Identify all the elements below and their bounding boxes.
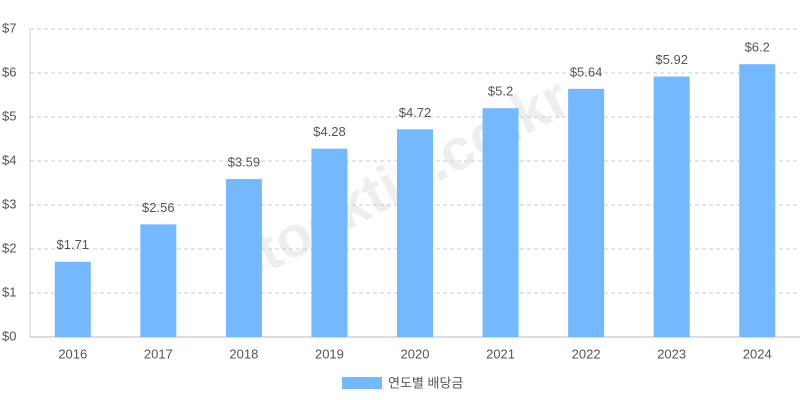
- data-label: $1.71: [57, 237, 90, 252]
- y-tick-label: $3: [2, 196, 16, 211]
- x-tick-label: 2020: [401, 346, 430, 361]
- y-tick-label: $5: [2, 108, 16, 123]
- bar: [739, 64, 776, 337]
- bar: [653, 76, 690, 338]
- x-tick-label: 2021: [486, 346, 515, 361]
- y-tick-label: $0: [2, 328, 16, 343]
- bar: [482, 108, 519, 337]
- legend-swatch: [342, 377, 382, 389]
- x-tick-label: 2023: [657, 346, 686, 361]
- x-tick-label: 2022: [572, 346, 601, 361]
- data-label: $4.28: [313, 124, 346, 139]
- y-tick-label: $6: [2, 64, 16, 79]
- y-tick-label: $4: [2, 152, 16, 167]
- bar: [54, 261, 91, 337]
- bar: [311, 148, 348, 337]
- x-tick-label: 2019: [315, 346, 344, 361]
- data-label: $6.2: [745, 40, 770, 55]
- y-tick-label: $2: [2, 240, 16, 255]
- x-tick-label: 2018: [229, 346, 258, 361]
- data-label: $5.2: [488, 84, 513, 99]
- x-tick-label: 2016: [58, 346, 87, 361]
- x-tick-label: 2017: [144, 346, 173, 361]
- bar: [397, 129, 433, 337]
- y-tick-label: $1: [2, 284, 16, 299]
- data-label: $4.72: [399, 105, 432, 120]
- x-tick-label: 2024: [743, 346, 772, 361]
- y-tick-label: $7: [2, 20, 16, 35]
- bar: [140, 224, 177, 337]
- data-label: $5.64: [570, 64, 603, 79]
- data-label: $2.56: [142, 200, 175, 215]
- data-label: $3.59: [228, 154, 261, 169]
- legend-label: 연도별 배당금: [388, 375, 463, 390]
- bar: [568, 88, 605, 337]
- bar: [225, 179, 262, 337]
- data-label: $5.92: [655, 52, 688, 67]
